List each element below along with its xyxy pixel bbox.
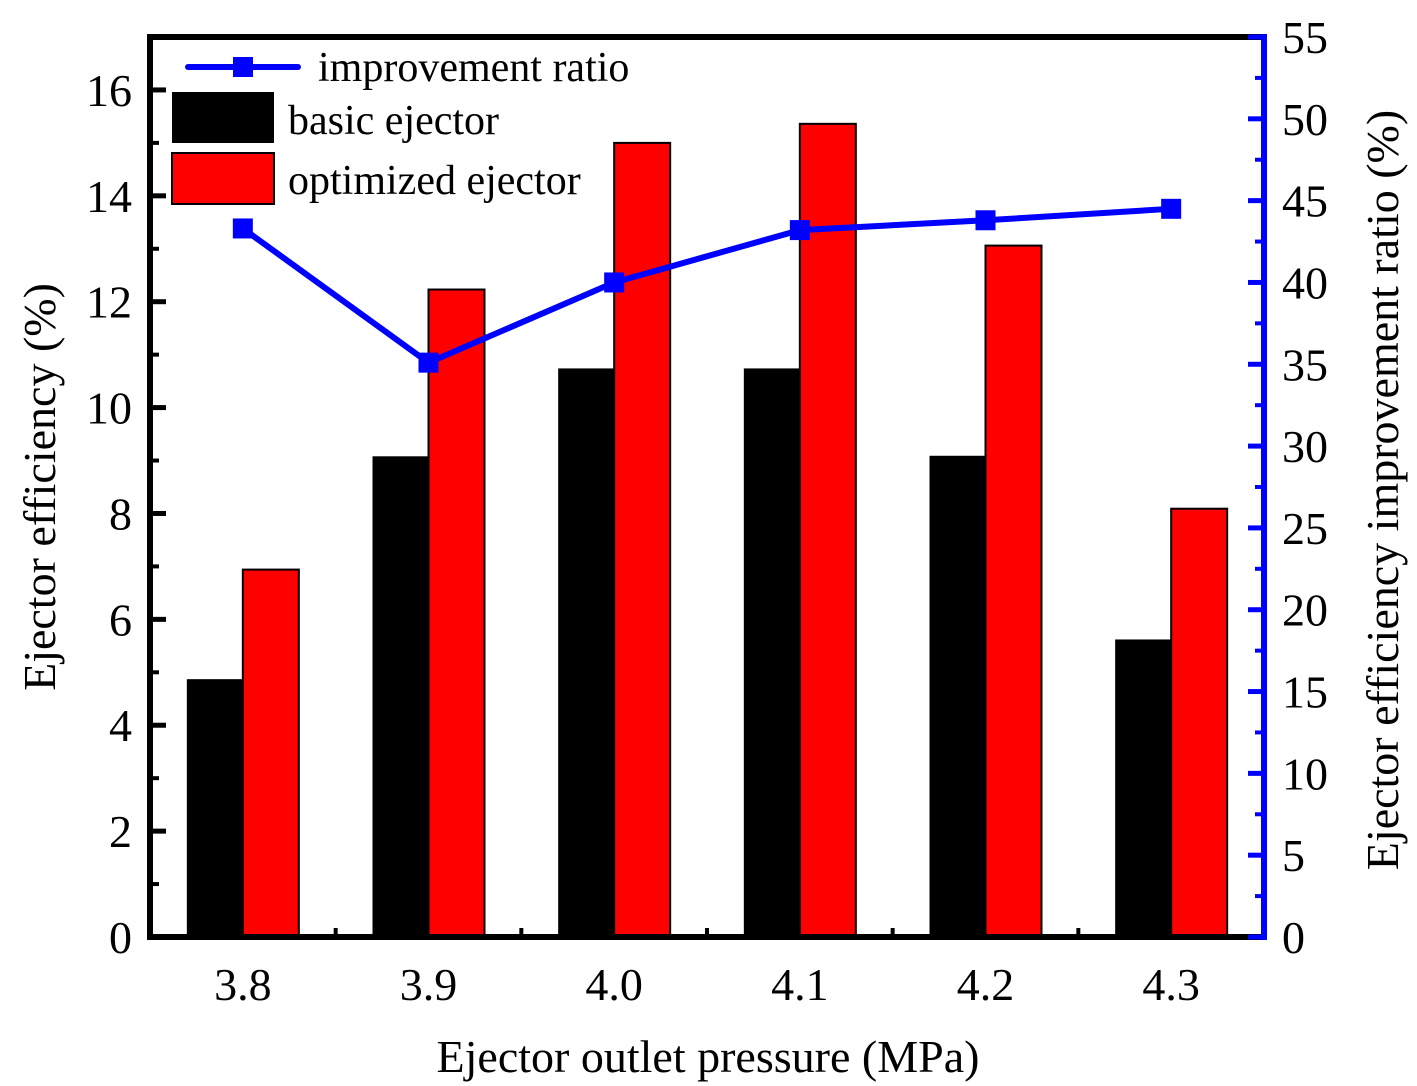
bar-optimized-ejector-3.8 [241,568,300,939]
bar-optimized-ejector-4.1 [798,122,857,938]
y2-tick-label-35: 35 [1282,339,1328,390]
y2-tick-label-5: 5 [1282,830,1305,881]
y-tick-label-14: 14 [86,171,132,222]
y-tick-label-0: 0 [109,912,132,963]
y2-tick-label-50: 50 [1282,94,1328,145]
x-tick-label-4.3: 4.3 [1142,959,1200,1010]
x-tick-label-4.1: 4.1 [771,959,829,1010]
y-tick-label-2: 2 [109,806,132,857]
x-tick-label-4.2: 4.2 [957,959,1015,1010]
legend: improvement ratio basic ejector optimize… [171,45,629,205]
bar-basic-ejector-3.9 [372,456,429,937]
point-improvement-ratio-4.1 [789,220,810,241]
bar-basic-ejector-4.3 [1115,639,1172,937]
legend-item-basic-ejector: basic ejector [172,92,499,144]
line-improvement-ratio [241,205,1172,366]
y-axis-title: Ejector efficiency (%) [14,283,65,691]
legend-swatch-optimized [171,152,275,205]
y2-tick-label-30: 30 [1282,421,1328,472]
legend-item-improvement-ratio: improvement ratio [185,45,629,91]
y-tick-label-6: 6 [109,594,132,645]
y2-tick-label-55: 55 [1282,12,1328,63]
y-tick-label-4: 4 [109,700,132,751]
y2-tick-label-0: 0 [1282,912,1305,963]
bar-optimized-ejector-4.2 [984,244,1043,938]
x-tick-label-4.0: 4.0 [585,959,643,1010]
y-tick-label-12: 12 [86,277,132,328]
y-tick-label-10: 10 [86,383,132,434]
y-tick-label-16: 16 [86,65,132,116]
point-improvement-ratio-4.2 [975,210,996,231]
y2-tick-label-15: 15 [1282,667,1328,718]
point-improvement-ratio-3.9 [418,352,439,373]
bar-basic-ejector-3.8 [186,679,243,937]
legend-item-optimized-ejector: optimized ejector [171,152,581,205]
legend-label-basic-ejector: basic ejector [288,98,499,144]
legend-square-marker-icon [233,57,253,77]
bar-optimized-ejector-3.9 [427,288,486,938]
ticks-layer: 0 2 4 6 8 10 12 14 16 0 5 10 15 20 25 30 35 40 45 50 55 3.8 3.… [86,12,1328,1010]
bar-optimized-ejector-4.3 [1170,507,1229,938]
point-improvement-ratio-4.0 [604,272,625,293]
point-improvement-ratio-4.3 [1161,198,1182,219]
x-axis-title: Ejector outlet pressure (MPa) [437,1031,980,1082]
line-layer [232,198,1182,373]
legend-label-optimized-ejector: optimized ejector [288,158,581,204]
bar-basic-ejector-4.2 [929,455,986,937]
legend-label-improvement-ratio: improvement ratio [318,45,629,91]
y2-tick-label-25: 25 [1282,503,1328,554]
bar-optimized-ejector-4.0 [613,141,672,939]
bar-basic-ejector-4.1 [743,368,800,938]
y2-tick-label-40: 40 [1282,257,1328,308]
point-improvement-ratio-3.8 [232,218,253,239]
x-tick-label-3.8: 3.8 [214,959,272,1010]
y2-axis-title: Ejector efficiency improvement ratio (%) [1357,110,1408,870]
bar-basic-ejector-4.0 [558,368,615,938]
y2-tick-label-10: 10 [1282,748,1328,799]
bars-layer [186,122,1229,939]
y2-tick-label-20: 20 [1282,585,1328,636]
y2-tick-label-45: 45 [1282,176,1328,227]
y-tick-label-8: 8 [109,488,132,539]
legend-swatch-basic [172,92,274,143]
x-tick-label-3.9: 3.9 [400,959,458,1010]
